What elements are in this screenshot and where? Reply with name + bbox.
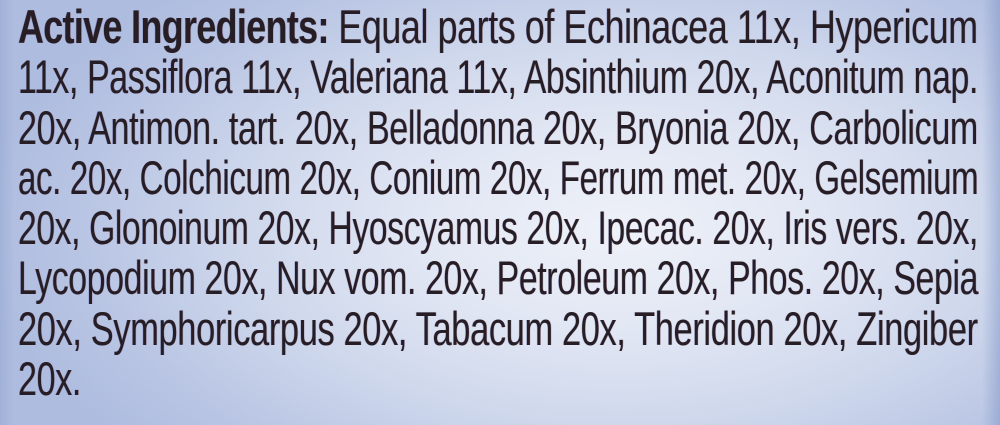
ingredients-line-1: Active Ingredients: Equal parts of Echin… — [18, 0, 978, 53]
ingredients-text-block: Active Ingredients: Equal parts of Echin… — [18, 0, 1000, 406]
active-ingredients-heading: Active Ingredients: — [18, 0, 329, 53]
ingredients-line-3: 20x, Antimon. tart. 20x, Belladonna 20x,… — [18, 100, 978, 154]
ingredients-line-6: Lycopodium 20x, Nux vom. 20x, Petroleum … — [18, 251, 979, 305]
ingredients-line-4: ac. 20x, Colchicum 20x, Conium 20x, Ferr… — [18, 150, 979, 204]
ingredients-line-1-text: Equal parts of Echinacea 11x, Hypericum — [328, 0, 978, 53]
ingredients-line-2: 11x, Passiflora 11x, Valeriana 11x, Absi… — [18, 50, 979, 104]
ingredients-line-5: 20x, Glonoinum 20x, Hyoscyamus 20x, Ipec… — [18, 201, 979, 255]
ingredients-line-8: 20x. — [18, 352, 81, 406]
ingredients-line-7: 20x, Symphoricarpus 20x, Tabacum 20x, Th… — [18, 301, 978, 355]
